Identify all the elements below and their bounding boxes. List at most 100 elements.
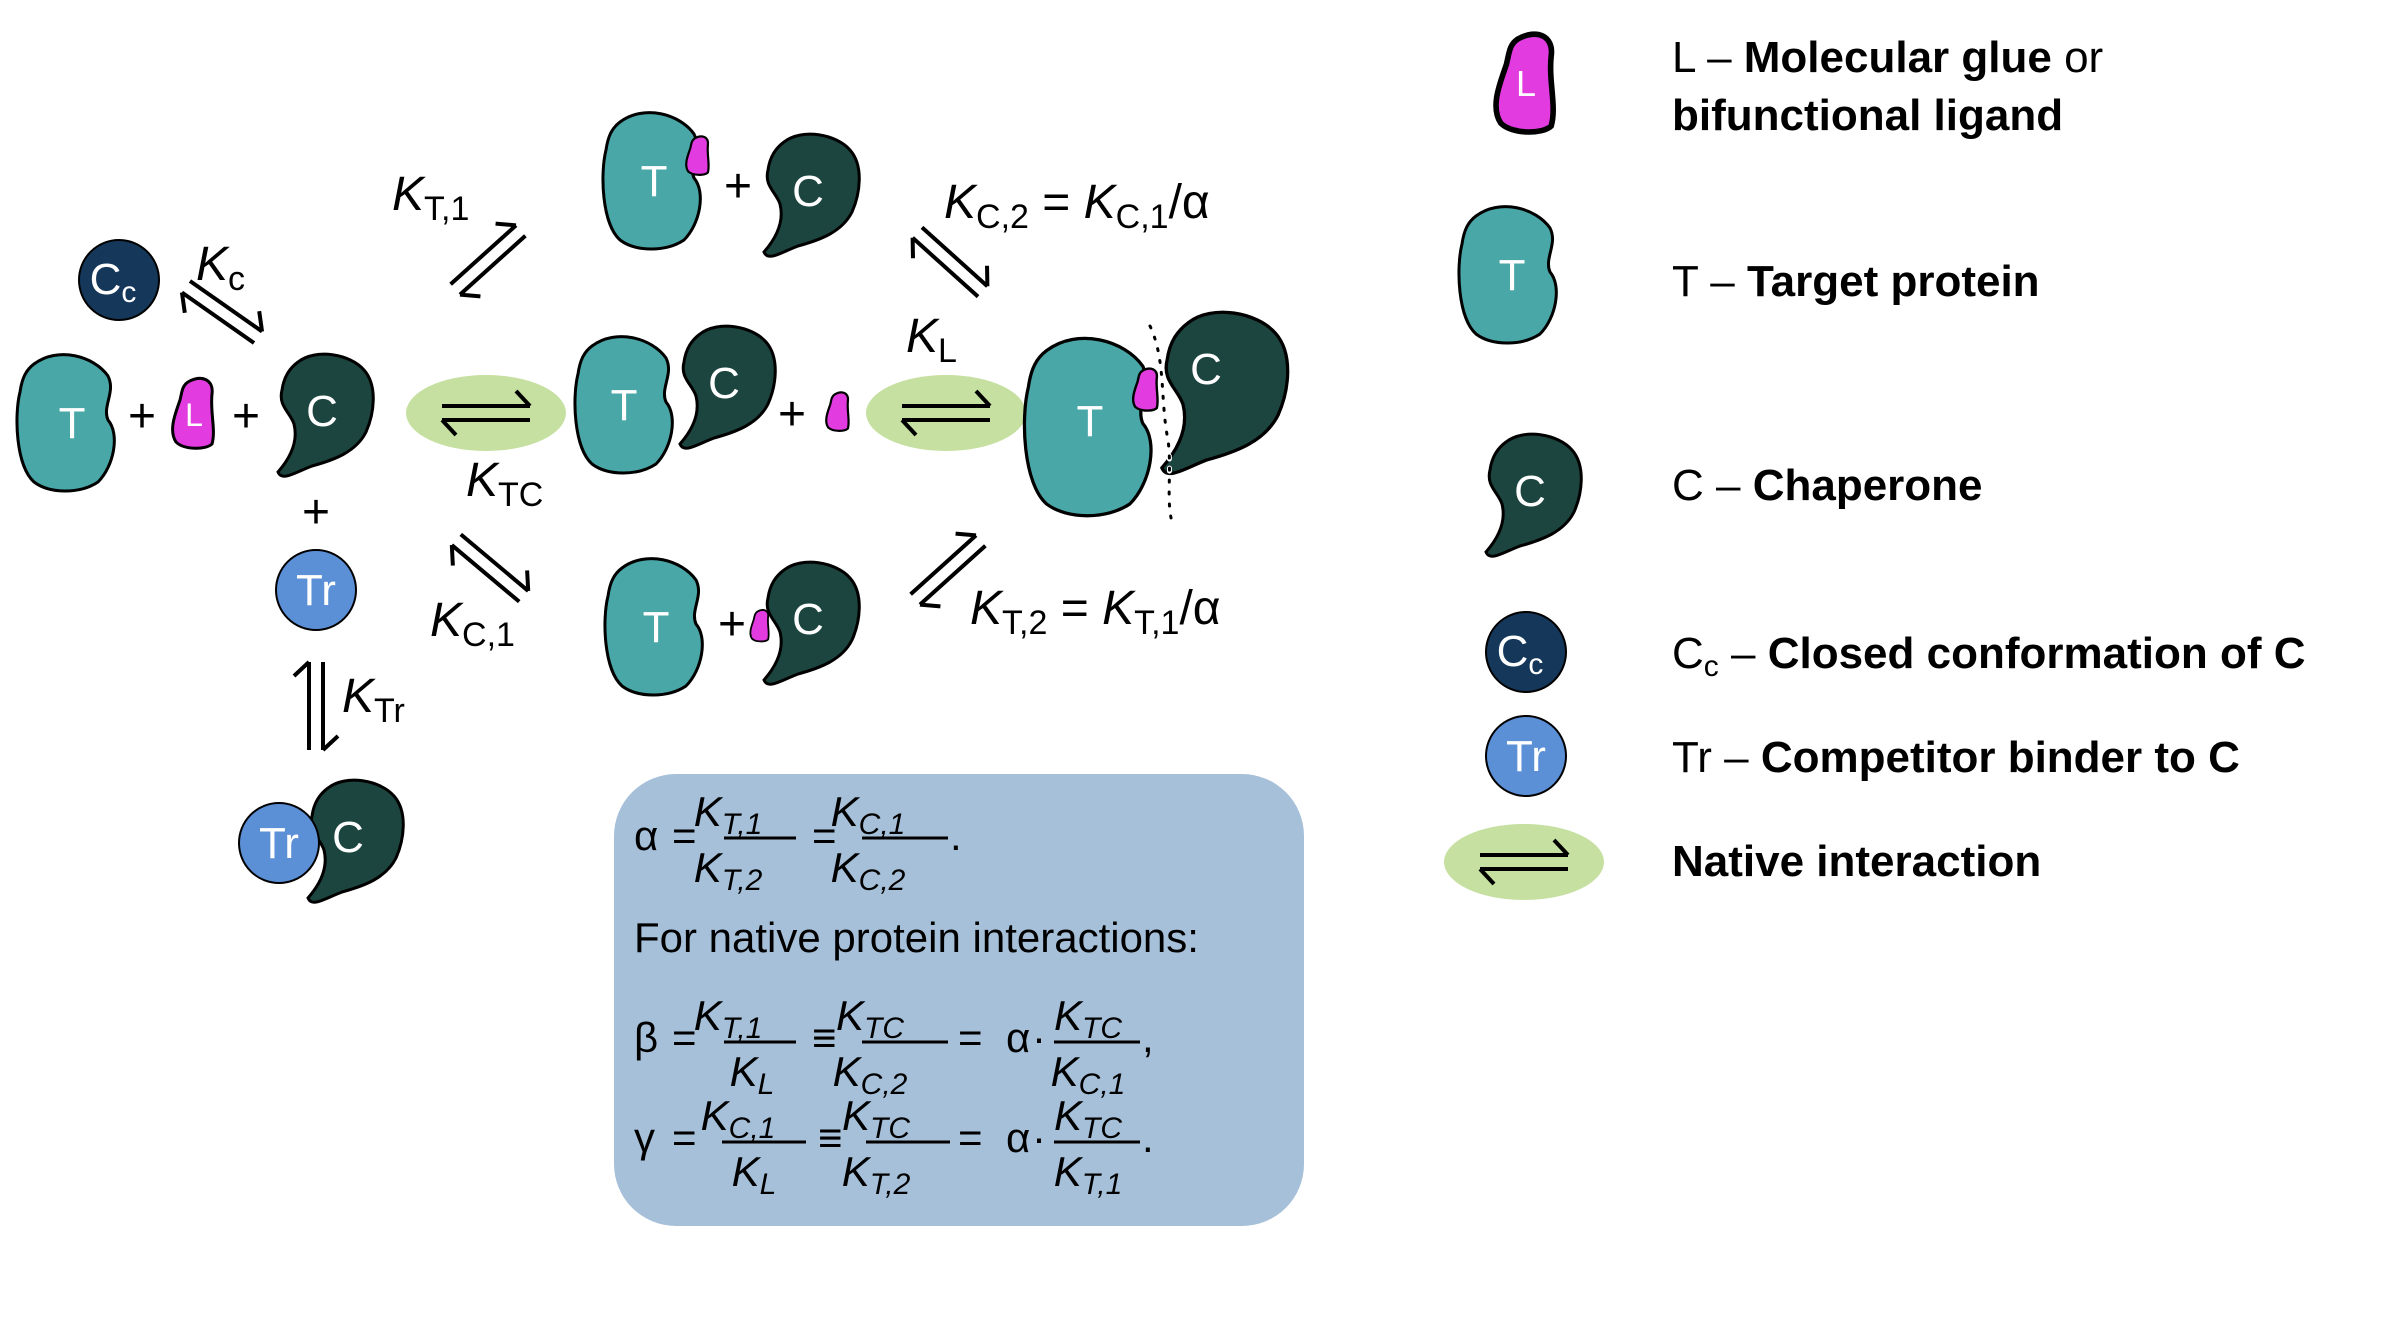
state-TL-plus-C: T + C (601, 111, 861, 258)
svg-text:KC,1: KC,1 (1051, 1048, 1126, 1101)
svg-text:=: = (958, 1014, 983, 1061)
target-icon: T (1457, 205, 1558, 345)
KT1-label: KT,1 (392, 168, 469, 228)
svg-text:·: · (1032, 1014, 1046, 1061)
species-L-left: L (171, 376, 215, 450)
svg-text:.: . (950, 812, 962, 859)
legend-target: T – Target protein (1672, 257, 2040, 306)
svg-text:KT,1: KT,1 (694, 992, 763, 1045)
complex-TrC: C Tr (238, 778, 405, 904)
native-arrow-KL (866, 375, 1026, 451)
T-label: T (59, 399, 86, 448)
svg-text:α: α (634, 812, 658, 859)
species-Tr: Tr (275, 549, 357, 631)
svg-text:KT,1: KT,1 (1054, 1148, 1123, 1201)
T-label: T (1077, 397, 1104, 446)
Cc-label: C (90, 255, 122, 304)
svg-text:KT,2: KT,2 (842, 1148, 911, 1201)
alpha-equation: α = KT,1 KT,2 = KC,1 KC,2 . (634, 788, 962, 897)
equation-box (614, 774, 1304, 1226)
T-label: T (641, 157, 668, 206)
gamma-equation: γ = KC,1 KL ≡ KTC KT,2 = α · KTC KT,1 . (634, 1092, 1154, 1201)
species-Cc: Cc (78, 239, 160, 321)
svg-text:KC,1: KC,1 (831, 788, 906, 841)
svg-text:C: C (1514, 467, 1546, 516)
svg-text:T: T (1499, 251, 1526, 300)
svg-text:KTC: KTC (836, 992, 904, 1045)
C-label: C (306, 387, 338, 436)
ternary-complex-TLC: T C (1022, 310, 1290, 525)
svg-text:=: = (812, 812, 837, 859)
plus-sign: + (232, 390, 260, 443)
state-TC-plus-L: T C + (573, 324, 850, 475)
legend-native: Native interaction (1672, 837, 2041, 886)
native-arrow-KTC (406, 375, 566, 451)
plus-sign: + (724, 160, 752, 213)
svg-text:KC,2: KC,2 (831, 844, 906, 897)
closed-icon: Cc (1485, 611, 1567, 693)
legend: L L – Molecular glue or bifunctional lig… (1444, 33, 2305, 900)
svg-text:KT,1: KT,1 (694, 788, 763, 841)
Tr-label: Tr (296, 566, 336, 615)
svg-text:KT,2: KT,2 (694, 844, 763, 897)
KTr-label: KTr (342, 670, 405, 730)
svg-text:=: = (672, 1114, 697, 1161)
svg-text:KL: KL (732, 1148, 777, 1201)
svg-text:≡: ≡ (812, 1014, 837, 1061)
svg-text:KC,2: KC,2 (833, 1048, 908, 1101)
svg-text:·: · (1032, 1114, 1046, 1161)
svg-text:=: = (672, 1014, 697, 1061)
ligand-icon: L (1496, 34, 1553, 132)
legend-ligand-line1: L – Molecular glue or (1672, 33, 2103, 82)
T-label: T (611, 381, 638, 430)
plus-sign: + (302, 486, 330, 539)
arrow-KTr (292, 660, 340, 752)
state-T-plus-CL: T + C (603, 557, 861, 697)
C-label: C (792, 595, 824, 644)
chaperone-icon: C (1484, 432, 1583, 558)
Cc-sub: c (121, 276, 136, 309)
KL-label: KL (906, 310, 957, 370)
svg-text:≡: ≡ (818, 1114, 843, 1161)
KTC-label: KTC (466, 454, 543, 514)
C-label: C (332, 813, 364, 862)
legend-competitor: Tr – Competitor binder to C (1672, 733, 2240, 782)
svg-text:KTC: KTC (842, 1092, 910, 1145)
plus-sign: + (718, 598, 746, 651)
beta-equation: β = KT,1 KL ≡ KTC KC,2 = α · KTC KC,1 , (634, 992, 1154, 1101)
svg-text:Cc: Cc (1497, 627, 1544, 681)
Tr-label: Tr (259, 819, 299, 868)
C-label: C (792, 167, 824, 216)
L-label: L (185, 397, 203, 433)
C-label: C (708, 359, 740, 408)
KC2-label: KC,2 = KC,1/α (944, 176, 1210, 236)
C-label: C (1190, 345, 1222, 394)
svg-text:L: L (1516, 63, 1536, 104)
svg-text:γ: γ (634, 1114, 655, 1161)
svg-text:Cc: Cc (90, 255, 137, 309)
svg-text:,: , (1142, 1014, 1154, 1061)
svg-text:.: . (1142, 1114, 1154, 1161)
plus-sign: + (778, 388, 806, 441)
species-T-left: T (15, 353, 116, 493)
native-icon (1444, 824, 1604, 900)
native-interactions-text: For native protein interactions: (634, 914, 1199, 961)
legend-ligand-line2: bifunctional ligand (1672, 91, 2063, 140)
T-label: T (643, 603, 670, 652)
legend-closed: Cc – Closed conformation of C (1672, 629, 2305, 683)
legend-chaperone: C – Chaperone (1672, 461, 1983, 510)
svg-text:β: β (634, 1014, 658, 1061)
KC1-label: KC,1 (430, 594, 515, 654)
Kc-label: Kc (196, 238, 245, 298)
species-C-left: C (276, 352, 375, 478)
svg-text:=: = (672, 812, 697, 859)
svg-text:KTC: KTC (1054, 1092, 1122, 1145)
svg-text:KC,1: KC,1 (701, 1092, 776, 1145)
svg-text:Tr: Tr (1506, 732, 1546, 781)
svg-text:KTC: KTC (1054, 992, 1122, 1045)
svg-text:α: α (1006, 1114, 1030, 1161)
svg-text:=: = (958, 1114, 983, 1161)
competitor-icon: Tr (1485, 715, 1567, 797)
plus-sign: + (128, 390, 156, 443)
